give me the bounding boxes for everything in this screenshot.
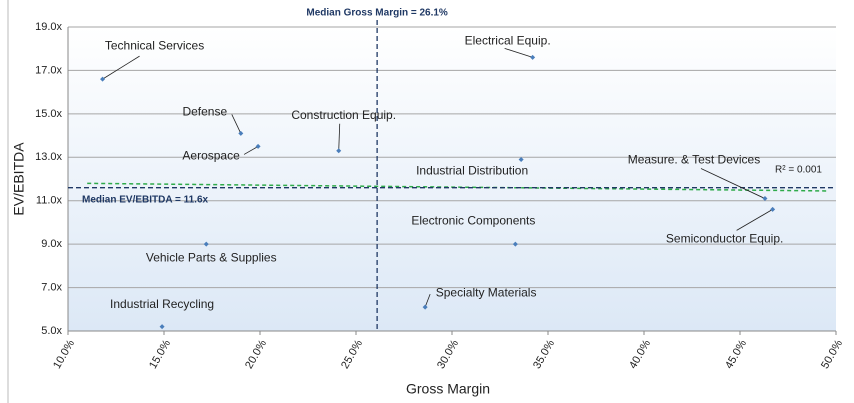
leader-line [102,55,140,80]
point [518,156,524,162]
x-tick-label: 20.0% [243,338,269,371]
x-tick-label: 45.0% [723,338,749,371]
leader-line [504,48,533,58]
leader-line [338,123,341,151]
leader-line [231,114,242,134]
trend-line [87,182,827,192]
x-tick-label: 25.0% [339,338,365,371]
y-tick-label: 11.0x [36,195,63,207]
point [100,76,106,82]
point [762,196,768,202]
median-x-label: Median Gross Margin = 26.1% [306,8,448,19]
y-tick-label: 9.0x [41,238,62,250]
y-tick-label: 5.0x [41,325,62,337]
point-label: Aerospace [182,149,240,163]
point [530,54,536,60]
y-tick-label: 13.0x [35,151,62,163]
x-tick-label: 50.0% [819,338,845,371]
point [255,143,261,149]
r-squared-label: R² = 0.001 [775,165,822,176]
point [512,241,518,247]
point-label: Electrical Equip. [465,34,551,48]
point-label: Specialty Materials [436,285,537,299]
leader-line [424,293,431,308]
x-tick-label: 30.0% [435,338,461,371]
x-tick-label: 35.0% [531,338,557,371]
plot-area [68,27,836,331]
y-tick-label: 15.0x [35,108,62,120]
point-label: Defense [182,105,227,119]
x-axis-title: Gross Margin [406,381,490,397]
x-tick-label: 10.0% [51,338,77,371]
point-label: Measure. & Test Devices [628,153,761,167]
point [336,148,342,154]
point-label: Vehicle Parts & Supplies [146,250,277,264]
point-label: Semiconductor Equip. [666,232,783,246]
point-label: Construction Equip. [291,108,396,122]
point [422,304,428,310]
leader-line [736,209,773,231]
point-label: Electronic Components [411,213,535,227]
point [238,130,244,136]
point-label: Industrial Distribution [416,164,528,178]
x-tick-label: 15.0% [147,338,173,371]
point [770,206,776,212]
y-tick-label: 7.0x [41,281,62,293]
point-label: Technical Services [105,38,204,52]
leader-line [700,168,766,199]
median-y-label: Median EV/EBITDA = 11.6x [82,194,209,205]
point-label: Industrial Recycling [110,297,214,311]
y-tick-label: 17.0x [35,64,62,76]
leader-line [243,146,259,155]
y-tick-label: 19.0x [35,21,62,33]
point [203,241,209,247]
point [159,324,165,330]
x-tick-label: 40.0% [627,338,653,371]
y-axis-title: EV/EBITDA [11,142,27,216]
